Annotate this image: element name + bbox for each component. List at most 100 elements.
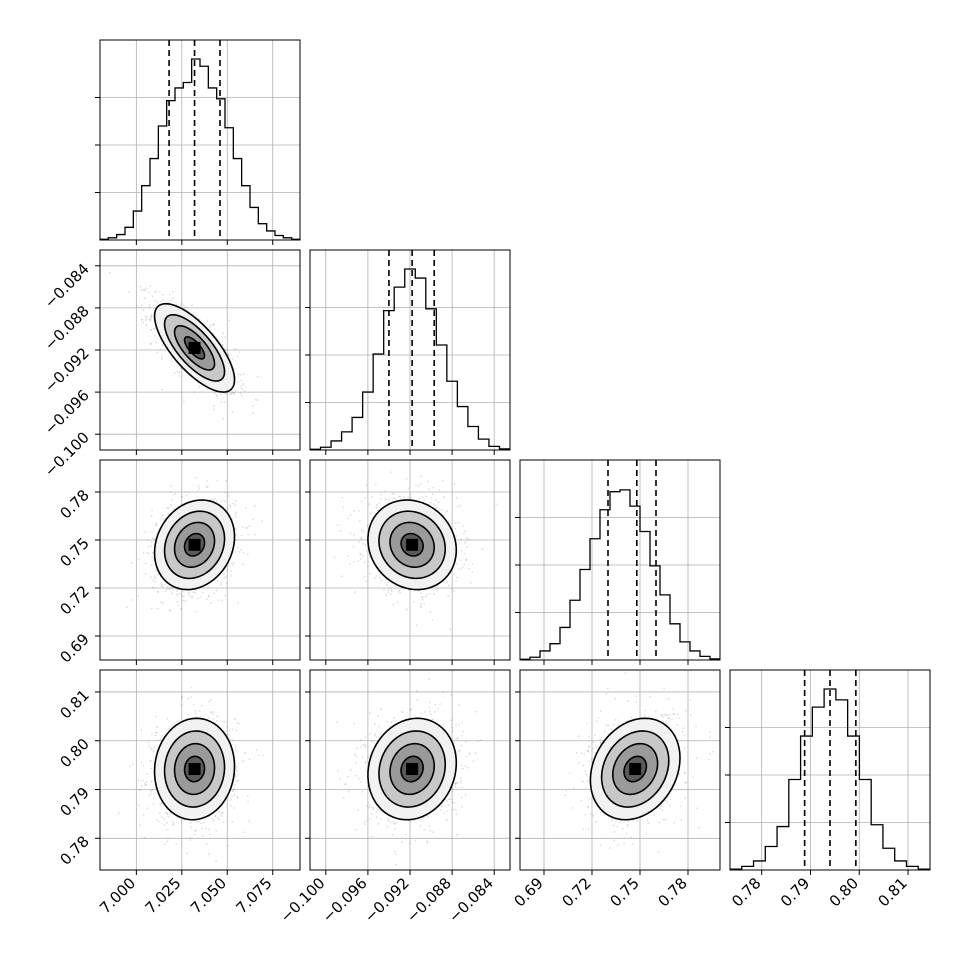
scatter-point [206,319,209,322]
scatter-point [141,318,144,321]
scatter-point [239,392,242,395]
scatter-point [617,724,620,727]
scatter-point [234,745,237,748]
hist-steps [100,58,300,240]
scatter-point [108,271,111,274]
scatter-point [457,782,460,784]
scatter-point [644,709,647,712]
scatter-point [464,765,467,767]
scatter-point [617,844,620,847]
scatter-point [419,482,422,485]
scatter-point [240,394,243,397]
scatter-point [215,860,217,863]
scatter-point [254,533,256,536]
scatter-point [431,493,434,495]
scatter-point [363,823,366,826]
density-peak [406,538,419,551]
scatter-point [160,583,163,586]
scatter-point [233,788,236,790]
scatter-point [586,750,589,752]
scatter-point [208,326,211,329]
scatter-point [214,392,216,395]
scatter-point [155,569,157,572]
y-tick-label: 0.81 [56,686,92,722]
scatter-point [367,560,370,563]
scatter-point [665,713,668,716]
panel-p3-vs-p2-area [520,670,720,870]
scatter-point [355,761,357,764]
scatter-point [338,777,341,780]
scatter-point [150,315,152,318]
scatter-point [180,595,183,598]
scatter-point [471,563,474,566]
panel-p1-vs-p0-area [100,250,300,450]
scatter-point [171,592,173,595]
scatter-point [650,716,652,719]
scatter-point [246,527,248,529]
scatter-point [241,563,244,566]
scatter-point [180,303,183,306]
hist-panel-p3: 0.78 0.79 0.80 0.81 [725,669,931,910]
scatter-point [149,285,152,288]
scatter-point [421,598,424,601]
scatter-point [364,761,367,764]
scatter-point [184,490,187,493]
scatter-point [164,583,166,586]
y-tick-label: 0.78 [56,832,92,868]
scatter-point [390,590,393,593]
scatter-point [683,747,686,749]
scatter-point [607,724,610,727]
scatter-point [599,741,602,744]
scatter-point [582,827,585,830]
scatter-point [587,745,590,748]
scatter-point [707,758,710,761]
panel-frame [519,459,721,661]
scatter-point [394,497,397,500]
scatter-point [162,293,164,296]
scatter-point [154,734,157,737]
scatter-point [495,503,498,506]
scatter-point [371,496,374,498]
scatter-point [160,801,163,804]
scatter-point [391,820,394,823]
scatter-point [476,739,479,742]
scatter-point [150,607,153,610]
scatter-point [149,759,152,762]
scatter-point [439,703,441,705]
scatter-point [408,493,411,496]
contour-line [153,717,236,821]
scatter-point [195,610,198,613]
scatter-point [221,397,224,400]
scatter-point [418,590,420,592]
scatter-point [194,589,197,592]
scatter-point [169,491,172,494]
scatter-point [653,813,656,816]
scatter-point [156,351,159,354]
scatter-point [352,509,355,512]
hist-panel-p1-area [310,250,510,450]
scatter-point [454,785,457,788]
scatter-point [140,761,143,764]
scatter-point [243,390,246,392]
scatter-point [603,814,605,817]
scatter-point [387,498,390,501]
scatter-point [453,802,456,804]
scatter-point [190,686,193,689]
scatter-point [390,471,393,474]
scatter-point [150,544,153,547]
x-tick-label: 0.72 [558,874,594,910]
contour-line [389,521,435,568]
scatter-point [452,590,455,592]
scatter-point [209,498,212,501]
scatter-point [144,531,147,533]
scatter-point [179,367,182,370]
scatter-point [151,586,154,589]
scatter-point [153,538,156,541]
x-tick-label: 0.69 [510,874,546,910]
scatter-point [181,590,184,593]
scatter-point [163,818,165,821]
scatter-point [456,576,459,579]
scatter-point [347,517,349,520]
scatter-point [156,818,158,821]
scatter-point [588,735,591,738]
